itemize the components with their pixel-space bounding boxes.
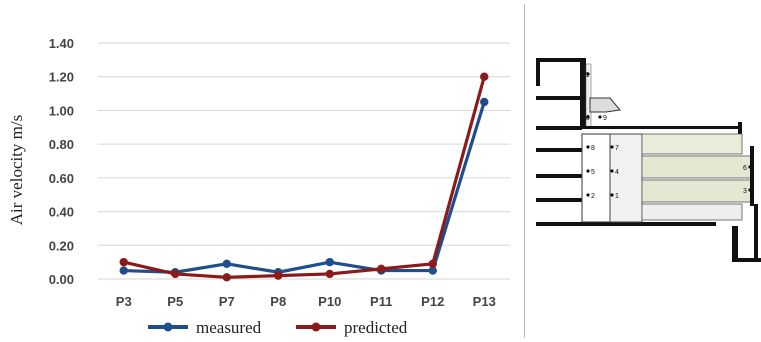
x-tick-label: P10 (318, 294, 341, 309)
x-tick-label: P7 (219, 294, 235, 309)
data-point-predicted-P7 (222, 273, 231, 282)
panel-divider (524, 4, 525, 338)
y-tick-label: 1.00 (49, 103, 74, 118)
legend-marker-measured (163, 322, 173, 332)
data-point-predicted-P10 (325, 269, 334, 279)
y-tick-label: 1.40 (49, 36, 74, 51)
point-label-2: 2 (591, 193, 595, 200)
legend-label-measured: measured (196, 318, 262, 337)
y-tick-labels: 0.00 0.20 0.40 0.60 0.80 1.00 1.20 1.40 (49, 36, 74, 287)
y-tick-label: 0.60 (49, 171, 74, 186)
point-label-9: 9 (603, 115, 607, 122)
x-tick-label: P5 (167, 294, 183, 309)
point-label-5: 5 (591, 169, 595, 176)
point-label-3: 3 (743, 188, 747, 195)
x-tick-labels: P3 P5 P7 P8 P10 P11 P12 P13 (116, 294, 496, 309)
point-label-10: 10 (582, 115, 590, 122)
y-tick-label: 0.20 (49, 238, 74, 253)
x-tick-label: P8 (270, 294, 286, 309)
measurement-points: 1 2 3 4 5 6 7 8 9 10 11 (582, 72, 752, 200)
x-tick-label: P11 (370, 294, 392, 309)
data-point-measured-P3 (119, 266, 128, 275)
series-lines (119, 72, 489, 282)
building-section-diagram: 1 2 3 4 5 6 7 8 9 10 11 (536, 58, 761, 262)
data-point-predicted-P11 (377, 264, 386, 274)
point-label-6: 6 (743, 165, 747, 172)
y-axis-label: Air velocity m/s (7, 115, 26, 225)
y-tick-label: 0.40 (49, 205, 74, 220)
data-point-predicted-P13 (480, 72, 489, 81)
data-point-measured-P10 (325, 257, 334, 267)
point-label-1: 1 (615, 193, 619, 200)
point-label-8: 8 (591, 145, 595, 152)
y-tick-label: 0.80 (49, 137, 74, 152)
point-label-4: 4 (615, 169, 619, 176)
line-chart: Air velocity m/s 0.00 0.20 0.40 0.60 0.80 1.0… (7, 36, 510, 337)
y-tick-label: 0.00 (49, 272, 74, 287)
data-point-measured-P13 (480, 97, 489, 107)
data-point-predicted-P8 (274, 271, 283, 280)
gridlines (98, 42, 510, 280)
series-line-measured (123, 101, 486, 274)
data-point-measured-P12 (428, 266, 437, 275)
point-label-11: 11 (582, 72, 589, 79)
data-point-measured-P7 (222, 259, 231, 269)
legend: measured predicted (148, 318, 408, 337)
x-tick-label: P13 (473, 294, 496, 309)
x-tick-label: P3 (116, 294, 132, 309)
data-point-predicted-P5 (171, 269, 180, 279)
legend-label-predicted: predicted (344, 318, 408, 337)
x-tick-label: P12 (421, 294, 444, 309)
point-label-7: 7 (615, 145, 619, 152)
data-point-predicted-P3 (119, 257, 128, 267)
data-point-predicted-P12 (428, 259, 437, 269)
series-line-predicted (123, 76, 486, 279)
legend-marker-predicted (311, 322, 321, 332)
y-tick-label: 1.20 (49, 70, 74, 85)
